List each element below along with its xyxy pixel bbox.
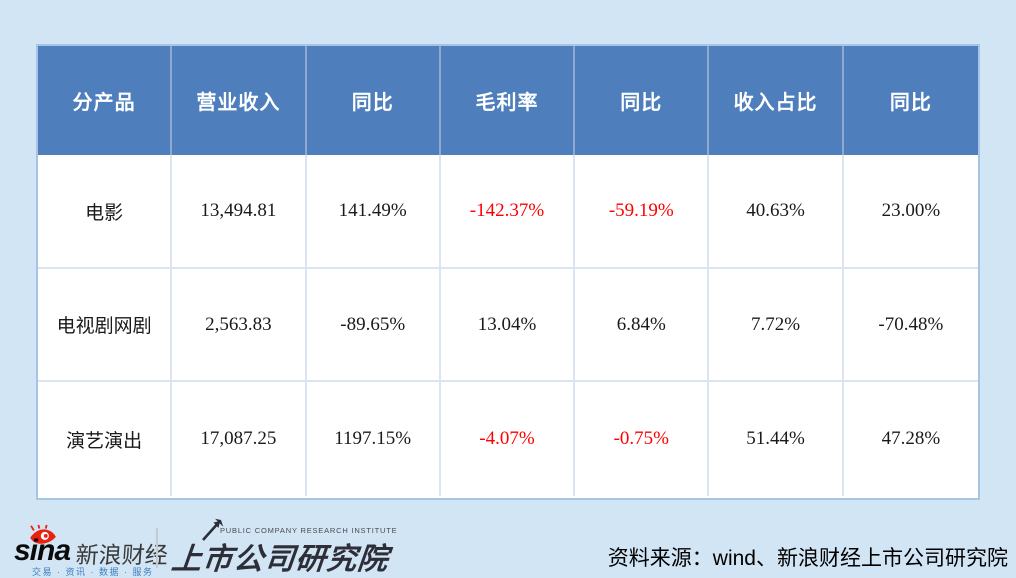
table-cell: 6.84%	[575, 269, 710, 382]
table-cell: 电视剧网剧	[38, 269, 173, 382]
column-header-margin-yoy: 同比	[575, 46, 710, 155]
sina-wordmark: sina	[14, 534, 71, 567]
table-cell: 1197.15%	[306, 382, 441, 496]
revenue-by-product-table: 分产品 营业收入 同比 毛利率 同比 收入占比 同比 电影 13,494.81 …	[36, 44, 980, 500]
table-cell: 47.28%	[843, 382, 978, 496]
table-cell: 40.63%	[709, 155, 844, 269]
sina-eye-icon	[28, 524, 58, 551]
table-cell: -89.65%	[306, 269, 441, 382]
sina-tagline: 交易 · 资讯 · 数据 · 服务	[32, 567, 154, 577]
table-cell: -70.48%	[843, 269, 978, 382]
table-cell: -4.07%	[440, 382, 576, 496]
research-institute-logo: PUBLIC COMPANY RESEARCH INSTITUTE 上市公司研究…	[170, 518, 397, 576]
logo-divider	[156, 528, 158, 568]
table-cell: 13.04%	[440, 269, 576, 382]
table-cell: 141.49%	[306, 155, 441, 269]
institute-chinese-name: 上市公司研究院	[169, 543, 391, 576]
table-cell: -0.75%	[575, 382, 710, 496]
table-cell: -142.37%	[440, 155, 576, 269]
column-header-gross-margin: 毛利率	[440, 46, 576, 155]
column-header-product: 分产品	[38, 46, 173, 155]
table-cell: 电影	[38, 155, 173, 269]
column-header-revenue-yoy: 同比	[306, 46, 441, 155]
institute-english-name: PUBLIC COMPANY RESEARCH INSTITUTE	[220, 526, 398, 535]
arrow-up-right-icon	[200, 516, 226, 547]
table-cell: 23.00%	[843, 155, 978, 269]
table-cell: 演艺演出	[38, 382, 173, 496]
table-cell: 13,494.81	[172, 155, 307, 269]
column-header-share-yoy: 同比	[843, 46, 978, 155]
table-cell: 2,563.83	[172, 269, 307, 382]
table-cell: 7.72%	[709, 269, 844, 382]
sina-finance-logo: sina 新浪财经 交易 · 资讯 · 数据 · 服务	[12, 524, 169, 577]
column-header-revenue-share: 收入占比	[709, 46, 844, 155]
data-source-note: 资料来源：wind、新浪财经上市公司研究院	[607, 547, 1008, 570]
table-cell: -59.19%	[575, 155, 710, 269]
table-cell: 17,087.25	[172, 382, 307, 496]
table-cell: 51.44%	[709, 382, 844, 496]
column-header-revenue: 营业收入	[172, 46, 307, 155]
footer: sina 新浪财经 交易 · 资讯 · 数据 · 服务 PUBLIC COMPA…	[0, 518, 1016, 577]
